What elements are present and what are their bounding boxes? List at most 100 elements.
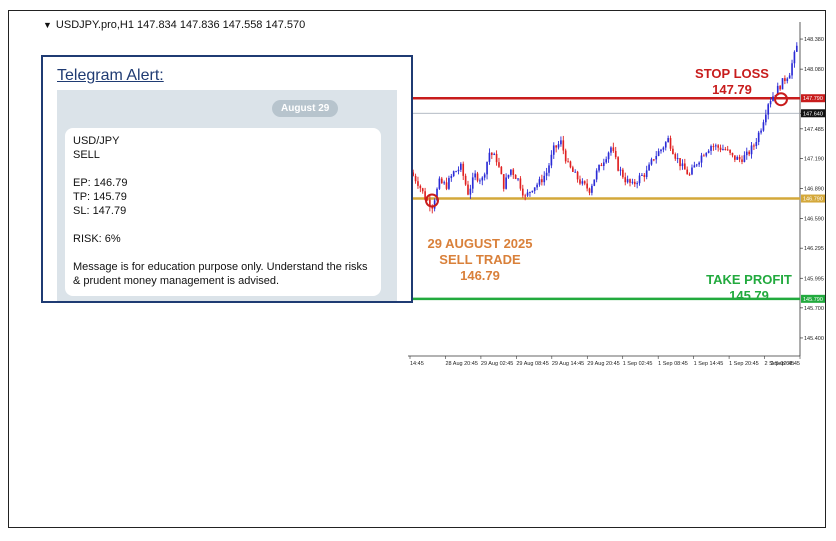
candle-body bbox=[514, 174, 517, 180]
x-tick-label: 1 Sep 20:45 bbox=[729, 361, 759, 367]
telegram-message: USD/JPY SELL EP: 146.79 TP: 145.79 SL: 147.7… bbox=[65, 128, 381, 296]
entry-marker-circle bbox=[425, 193, 439, 208]
y-tick-label: 147.190 bbox=[804, 156, 824, 162]
candle-body bbox=[483, 174, 486, 178]
dropdown-triangle-icon[interactable]: ▼ bbox=[43, 20, 52, 30]
candle-body bbox=[595, 170, 598, 180]
candle-body bbox=[512, 169, 515, 175]
take-profit-annotation: TAKE PROFIT 145.79 bbox=[693, 272, 805, 304]
candle-body bbox=[498, 162, 500, 167]
candle-body bbox=[426, 199, 429, 201]
telegram-message-line: TP: 145.79 bbox=[73, 191, 127, 203]
x-tick-label: 29 Aug 02:45 bbox=[481, 361, 513, 367]
x-tick-label: 29 Aug 20:45 bbox=[587, 361, 619, 367]
candle-body bbox=[505, 177, 507, 189]
take-profit-value: 145.79 bbox=[729, 288, 769, 303]
candle-body bbox=[593, 179, 596, 186]
price-tag-label: 147.640 bbox=[803, 111, 823, 117]
trade-entry-value: 146.79 bbox=[460, 268, 500, 283]
candle-body bbox=[626, 179, 629, 183]
y-tick-label: 148.380 bbox=[804, 37, 824, 43]
take-profit-label: TAKE PROFIT bbox=[706, 272, 792, 287]
candle-body bbox=[583, 181, 586, 184]
candle-body bbox=[662, 147, 665, 150]
candle-body bbox=[488, 152, 491, 162]
candle-body bbox=[660, 149, 662, 152]
telegram-message-line: SELL bbox=[73, 149, 100, 161]
stop-loss-label: STOP LOSS bbox=[695, 66, 769, 81]
candle-body bbox=[674, 154, 677, 159]
candle-body bbox=[481, 177, 484, 181]
telegram-message-line bbox=[73, 218, 373, 232]
candle-body bbox=[726, 149, 729, 151]
candle-body bbox=[683, 163, 686, 170]
candle-body bbox=[493, 153, 496, 155]
candle-body bbox=[781, 78, 784, 90]
candle-body bbox=[448, 178, 450, 189]
candle-body bbox=[729, 149, 731, 153]
candle-body bbox=[548, 165, 550, 173]
x-tick-label: 1 Sep 02:45 bbox=[623, 361, 653, 367]
candle-body bbox=[519, 178, 522, 189]
candle-body bbox=[688, 174, 691, 176]
symbol-bar[interactable]: ▼ USDJPY.pro,H1 147.834 147.836 147.558 … bbox=[43, 19, 305, 31]
y-tick-label: 146.295 bbox=[804, 246, 824, 252]
candle-body bbox=[705, 152, 708, 156]
candle-body bbox=[440, 178, 443, 184]
candle-body bbox=[641, 174, 643, 176]
candle-body bbox=[550, 154, 553, 166]
telegram-message-line: EP: 146.79 bbox=[73, 177, 128, 189]
candle-body bbox=[657, 151, 660, 156]
y-tick-label: 148.080 bbox=[804, 67, 824, 73]
candle-body bbox=[555, 145, 557, 148]
candle-body bbox=[486, 161, 488, 175]
candle-body bbox=[450, 175, 453, 179]
candle-body bbox=[598, 164, 600, 171]
x-tick-label: 28 Aug 20:45 bbox=[445, 361, 477, 367]
candle-body bbox=[600, 164, 603, 166]
y-tick-label: 147.485 bbox=[804, 127, 824, 133]
candle-body bbox=[624, 177, 627, 183]
candle-body bbox=[795, 45, 798, 52]
candle-body bbox=[521, 188, 524, 196]
candle-body bbox=[788, 75, 791, 79]
candle-body bbox=[500, 166, 503, 175]
candle-body bbox=[710, 146, 712, 151]
candle-body bbox=[695, 164, 698, 166]
candle-body bbox=[531, 190, 534, 192]
candle-body bbox=[564, 150, 567, 162]
candle-body bbox=[691, 167, 693, 175]
candle-body bbox=[562, 140, 565, 151]
candle-body bbox=[698, 162, 700, 165]
symbol-quote: USDJPY.pro,H1 147.834 147.836 147.558 14… bbox=[55, 19, 306, 31]
candle-body bbox=[507, 174, 510, 178]
candle-body bbox=[622, 169, 624, 178]
candle-body bbox=[629, 179, 631, 183]
price-tag bbox=[801, 109, 825, 118]
candle-body bbox=[605, 159, 608, 163]
candle-body bbox=[538, 179, 541, 185]
candle-body bbox=[474, 173, 476, 178]
trade-date-label: 29 AUGUST 2025 bbox=[427, 236, 533, 251]
candle-body bbox=[719, 147, 722, 151]
candle-body bbox=[591, 185, 593, 193]
price-tag bbox=[801, 294, 825, 303]
candle-body bbox=[490, 152, 493, 155]
candle-body bbox=[460, 163, 462, 170]
candle-body bbox=[638, 175, 641, 184]
candle-body bbox=[574, 171, 577, 173]
candle-body bbox=[717, 145, 720, 148]
candle-body bbox=[779, 85, 781, 90]
candle-body bbox=[560, 140, 562, 145]
candle-body bbox=[421, 188, 424, 192]
candle-body bbox=[772, 96, 774, 101]
candle-body bbox=[610, 147, 612, 153]
candle-body bbox=[469, 188, 472, 195]
candle-body bbox=[769, 100, 772, 105]
price-tag bbox=[801, 194, 825, 203]
candle-body bbox=[712, 146, 715, 148]
candle-body bbox=[571, 167, 574, 172]
candle-body bbox=[586, 183, 588, 189]
telegram-title: Telegram Alert: bbox=[57, 67, 164, 84]
candle-body bbox=[445, 182, 448, 189]
